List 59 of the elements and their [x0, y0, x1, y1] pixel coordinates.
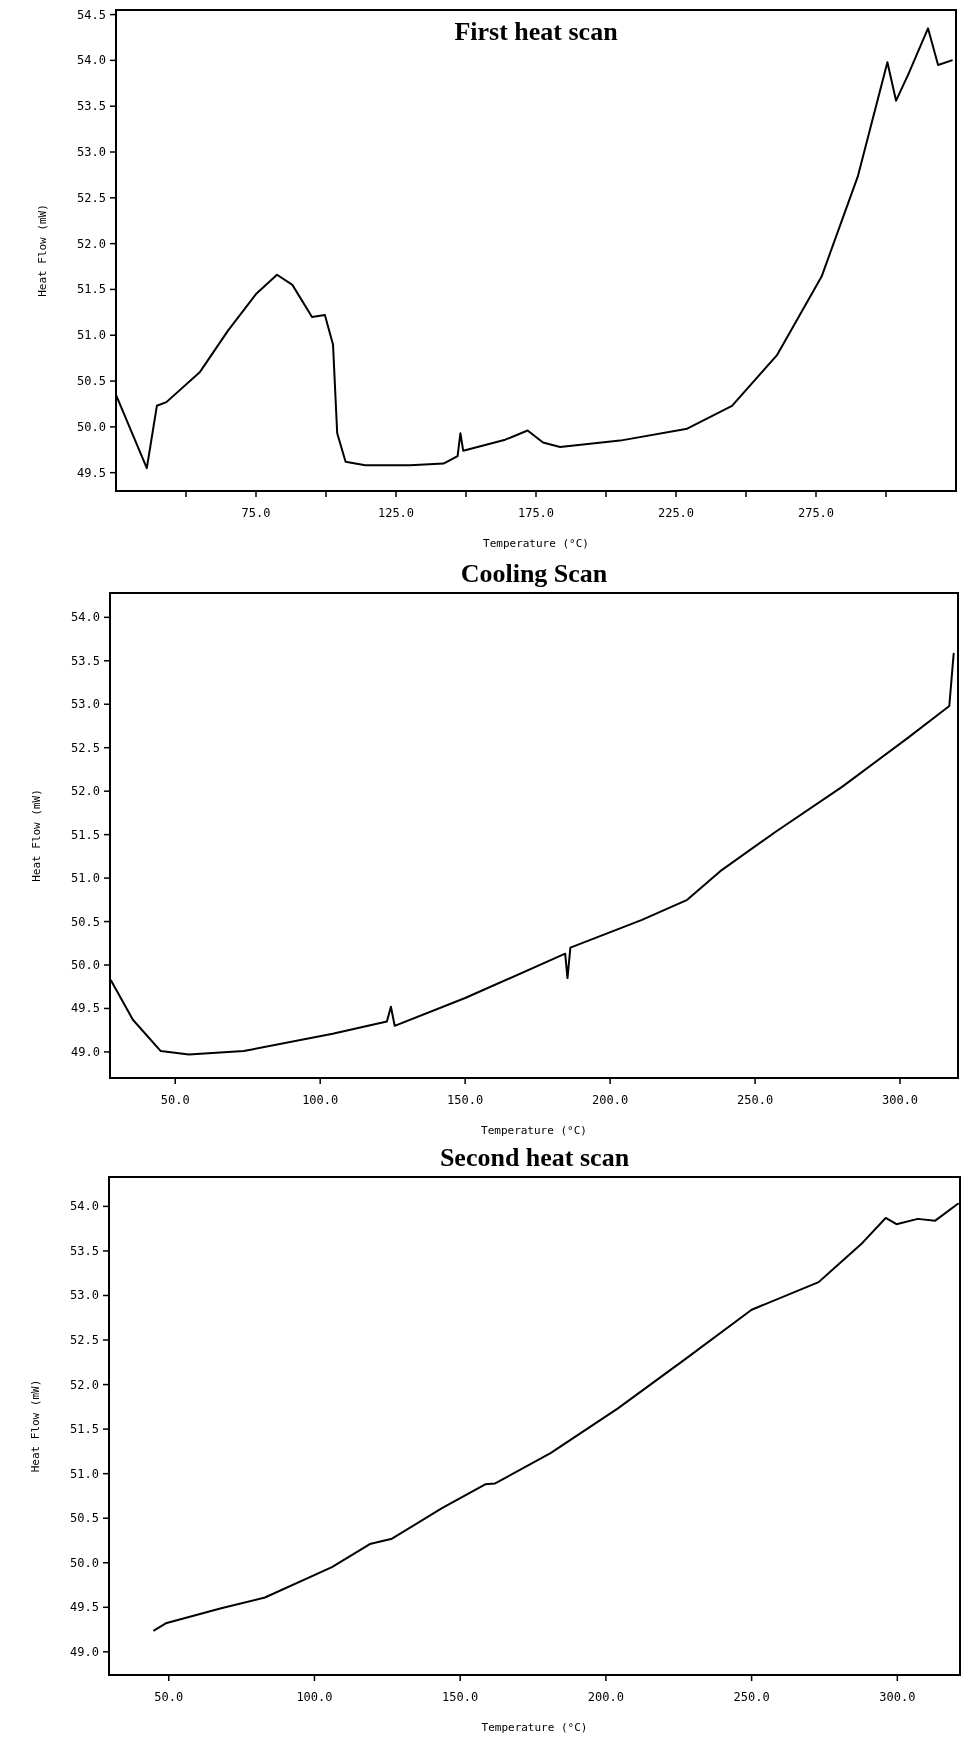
y-tick-label: 54.0	[77, 53, 106, 68]
x-tick-label: 100.0	[296, 1690, 333, 1704]
x-axis-title: Temperature (°C)	[481, 1721, 588, 1734]
y-tick-label: 51.0	[77, 328, 106, 343]
y-tick-label: 53.5	[77, 99, 106, 114]
y-tick-label: 50.0	[71, 958, 100, 973]
x-tick-label: 200.0	[587, 1690, 624, 1704]
y-tick-label: 53.5	[70, 1243, 99, 1258]
y-tick-label: 54.5	[77, 7, 106, 22]
x-tick-label: 100.0	[302, 1093, 339, 1107]
y-tick-label: 53.0	[70, 1288, 99, 1303]
x-tick-label: 50.0	[154, 1690, 184, 1704]
x-tick-label: 50.0	[160, 1093, 190, 1107]
y-tick-label: 50.5	[70, 1511, 99, 1526]
x-axis-title: Temperature (°C)	[483, 537, 589, 550]
y-tick-label: 53.0	[71, 697, 100, 712]
x-tick-label: 150.0	[442, 1690, 479, 1704]
y-tick-label: 51.0	[70, 1466, 99, 1481]
y-tick-label: 52.0	[70, 1377, 99, 1392]
y-tick-label: 52.0	[71, 784, 100, 799]
y-tick-label: 54.0	[71, 610, 100, 625]
y-tick-label: 53.5	[71, 653, 100, 668]
y-tick-label: 52.5	[77, 190, 106, 205]
y-tick-label: 50.0	[70, 1555, 99, 1570]
y-axis-title: Heat Flow (mW)	[30, 789, 43, 882]
y-tick-label: 50.5	[77, 374, 106, 389]
x-tick-label: 150.0	[447, 1093, 484, 1107]
x-tick-label: 225.0	[657, 506, 695, 520]
y-tick-label: 53.0	[77, 145, 106, 160]
y-tick-label: 49.5	[70, 1600, 99, 1615]
x-tick-label: 300.0	[881, 1093, 919, 1107]
chart-title: First heat scan	[454, 17, 619, 46]
y-tick-label: 52.5	[70, 1333, 99, 1348]
y-tick-label: 51.5	[71, 827, 100, 842]
x-tick-label: 175.0	[517, 506, 555, 520]
y-tick-label: 49.5	[71, 1001, 100, 1016]
y-tick-label: 54.0	[70, 1199, 99, 1214]
y-tick-label: 52.5	[71, 740, 100, 755]
y-tick-label: 49.0	[71, 1044, 100, 1059]
x-tick-label: 75.0	[241, 506, 271, 520]
y-tick-label: 51.5	[77, 282, 106, 297]
y-tick-label: 51.0	[71, 871, 100, 886]
x-tick-label: 200.0	[592, 1093, 629, 1107]
y-tick-label: 49.0	[70, 1644, 99, 1659]
y-tick-label: 50.0	[77, 419, 106, 434]
y-axis-title: Heat Flow (mW)	[29, 1379, 42, 1473]
x-tick-label: 300.0	[879, 1690, 916, 1704]
y-axis-title: Heat Flow (mW)	[36, 204, 49, 297]
chart-title: Second heat scan	[439, 1143, 630, 1172]
y-tick-label: 49.5	[77, 465, 106, 480]
y-tick-label: 52.0	[77, 236, 106, 251]
x-tick-label: 125.0	[377, 506, 415, 520]
y-tick-label: 50.5	[71, 914, 100, 929]
y-tick-label: 51.5	[70, 1422, 99, 1437]
x-axis-title: Temperature (°C)	[481, 1124, 587, 1137]
x-tick-label: 250.0	[737, 1093, 774, 1107]
x-tick-label: 250.0	[733, 1690, 770, 1704]
chart-title: Cooling Scan	[460, 559, 608, 588]
x-tick-label: 275.0	[797, 506, 835, 520]
